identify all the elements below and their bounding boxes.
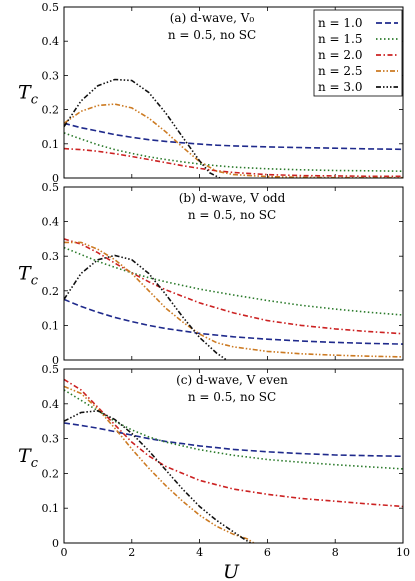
y-tick-label: 0.2 bbox=[42, 285, 60, 298]
panel-0: 0 0.1 0.2 0.3 0.4 0.5 Tc (a) d-wave, V₀ n = 0.5,… bbox=[18, 1, 404, 185]
legend-label-3: n = 2.5 bbox=[318, 64, 363, 78]
series-line-0 bbox=[64, 422, 403, 458]
y-tick-label: 0.1 bbox=[42, 319, 60, 332]
y-tick-label: 0.3 bbox=[42, 250, 60, 263]
series-line-3 bbox=[64, 385, 255, 543]
y-axis-label-main: T bbox=[18, 82, 32, 104]
y-tick-label: 0.5 bbox=[42, 181, 60, 194]
y-tick-label: 0.1 bbox=[42, 502, 60, 515]
y-tick-label: 0.3 bbox=[42, 433, 60, 446]
y-tick-label: 0.5 bbox=[42, 1, 60, 14]
y-tick-label: 0 bbox=[52, 537, 59, 550]
series-line-3 bbox=[64, 241, 403, 358]
series-line-2 bbox=[64, 238, 403, 335]
panel-2: 0 0.1 0.2 0.3 0.4 0.5 0 2 4 6 8 10 Tc (c) d-wave, V e… bbox=[18, 363, 410, 559]
series-line-1 bbox=[64, 132, 403, 172]
panel-annotation-1: (b) d-wave, V odd bbox=[179, 191, 286, 205]
panel-annotation-1: (a) d-wave, V₀ bbox=[170, 11, 255, 25]
series-line-2 bbox=[64, 147, 403, 178]
y-tick-label: 0.2 bbox=[42, 467, 60, 480]
plot-frame bbox=[63, 6, 404, 179]
x-tick-label: 6 bbox=[264, 546, 271, 559]
panel-annotation-1: (c) d-wave, V even bbox=[176, 373, 288, 387]
legend-label-4: n = 3.0 bbox=[318, 80, 363, 94]
x-tick-label: 4 bbox=[196, 546, 203, 559]
y-tick-label: 0.2 bbox=[42, 104, 60, 117]
x-tick-label: 2 bbox=[128, 546, 135, 559]
series-line-4 bbox=[64, 254, 228, 360]
series-line-4 bbox=[64, 409, 251, 543]
y-axis-label-main: T bbox=[18, 263, 32, 285]
legend-box bbox=[313, 9, 403, 97]
y-tick-label: 0.4 bbox=[42, 216, 60, 229]
y-axis-label: Tc bbox=[18, 82, 39, 108]
x-axis-label: U bbox=[223, 561, 240, 581]
x-tick-label: 0 bbox=[61, 546, 68, 559]
series-line-3 bbox=[64, 103, 403, 178]
y-axis-label: Tc bbox=[18, 445, 39, 471]
plot-frame bbox=[63, 186, 404, 361]
panel-1: 0 0.1 0.2 0.3 0.4 0.5 Tc (b) d-wave, V odd n = 0… bbox=[18, 181, 404, 367]
panel-annotation-2: n = 0.5, no SC bbox=[188, 208, 276, 222]
y-tick-label: 0.1 bbox=[42, 138, 60, 151]
legend-label-2: n = 2.0 bbox=[318, 48, 363, 62]
y-tick-label: 0.4 bbox=[42, 35, 60, 48]
y-tick-label: 0 bbox=[52, 354, 59, 367]
series-line-0 bbox=[64, 122, 403, 151]
y-axis-label-sub: c bbox=[31, 93, 39, 108]
series-line-0 bbox=[64, 298, 403, 345]
series-line-4 bbox=[64, 78, 221, 178]
series-line-2 bbox=[64, 378, 403, 508]
y-axis-label-sub: c bbox=[31, 274, 39, 289]
y-axis-label: Tc bbox=[18, 263, 39, 289]
y-tick-label: 0.3 bbox=[42, 69, 60, 82]
y-tick-label: 0.4 bbox=[42, 398, 60, 411]
series-line-1 bbox=[64, 246, 403, 316]
y-tick-label: 0.5 bbox=[42, 363, 60, 376]
panel-annotation-2: n = 0.5, no SC bbox=[188, 390, 276, 404]
y-axis-label-sub: c bbox=[31, 456, 39, 471]
legend-label-0: n = 1.0 bbox=[318, 16, 363, 30]
y-tick-label: 0 bbox=[52, 172, 59, 185]
plot-frame bbox=[63, 368, 404, 544]
series-line-1 bbox=[64, 389, 403, 470]
x-tick-label: 10 bbox=[396, 546, 410, 559]
y-axis-label-main: T bbox=[18, 445, 32, 467]
panel-annotation-2: n = 0.5, no SC bbox=[168, 28, 256, 42]
x-tick-label: 8 bbox=[332, 546, 339, 559]
legend-label-1: n = 1.5 bbox=[318, 32, 363, 46]
